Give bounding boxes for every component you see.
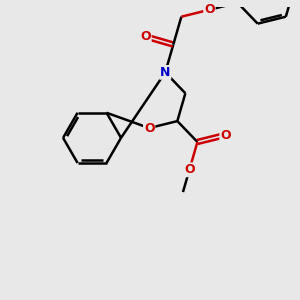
Text: O: O bbox=[220, 128, 231, 142]
Text: O: O bbox=[140, 30, 151, 43]
Text: O: O bbox=[184, 163, 195, 176]
Text: O: O bbox=[144, 122, 154, 135]
Text: O: O bbox=[204, 3, 215, 16]
Text: N: N bbox=[160, 66, 170, 79]
